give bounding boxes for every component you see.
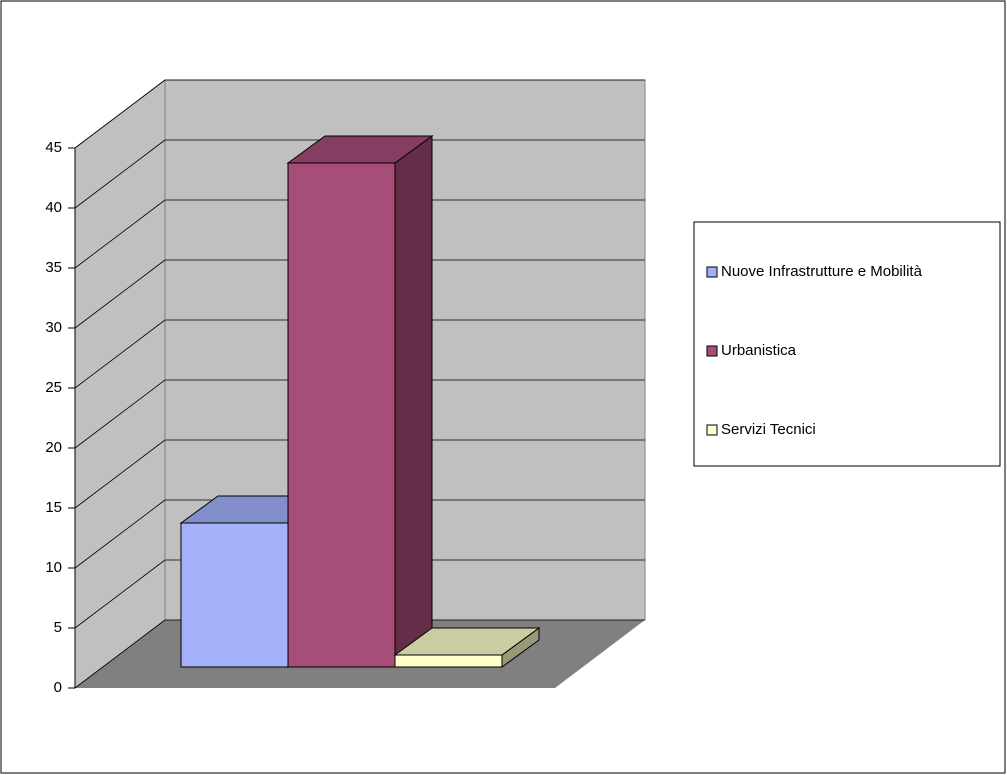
legend (693, 221, 1001, 467)
grid-line (74, 379, 166, 449)
grid-line (74, 499, 166, 569)
legend-label: Servizi Tecnici (721, 421, 816, 438)
legend-label: Urbanistica (721, 342, 797, 359)
grid-line (74, 259, 166, 329)
bar (287, 162, 396, 668)
bar (180, 522, 289, 668)
y-tick-label: 0 (54, 679, 62, 696)
legend-swatch (706, 266, 718, 278)
grid-line (74, 559, 166, 629)
legend-swatch (706, 424, 718, 436)
legend-label: Nuove Infrastrutture e Mobilità (721, 263, 923, 280)
grid-line (74, 319, 166, 389)
y-tick-label: 20 (45, 439, 62, 456)
bar (394, 654, 503, 668)
y-tick-label: 40 (45, 199, 62, 216)
grid-line (74, 139, 166, 209)
y-tick-label: 35 (45, 259, 62, 276)
grid-line (74, 79, 166, 149)
side-wall (74, 78, 166, 690)
y-tick-label: 25 (45, 379, 62, 396)
legend-swatch (706, 345, 718, 357)
grid-line (74, 619, 166, 689)
grid-line (74, 439, 166, 509)
grid-line (74, 199, 166, 269)
bar-side (394, 135, 433, 668)
y-tick-label: 30 (45, 319, 62, 336)
y-tick-label: 45 (45, 139, 62, 156)
y-tick-label: 15 (45, 499, 62, 516)
y-tick-label: 5 (54, 619, 62, 636)
y-tick-label: 10 (45, 559, 62, 576)
